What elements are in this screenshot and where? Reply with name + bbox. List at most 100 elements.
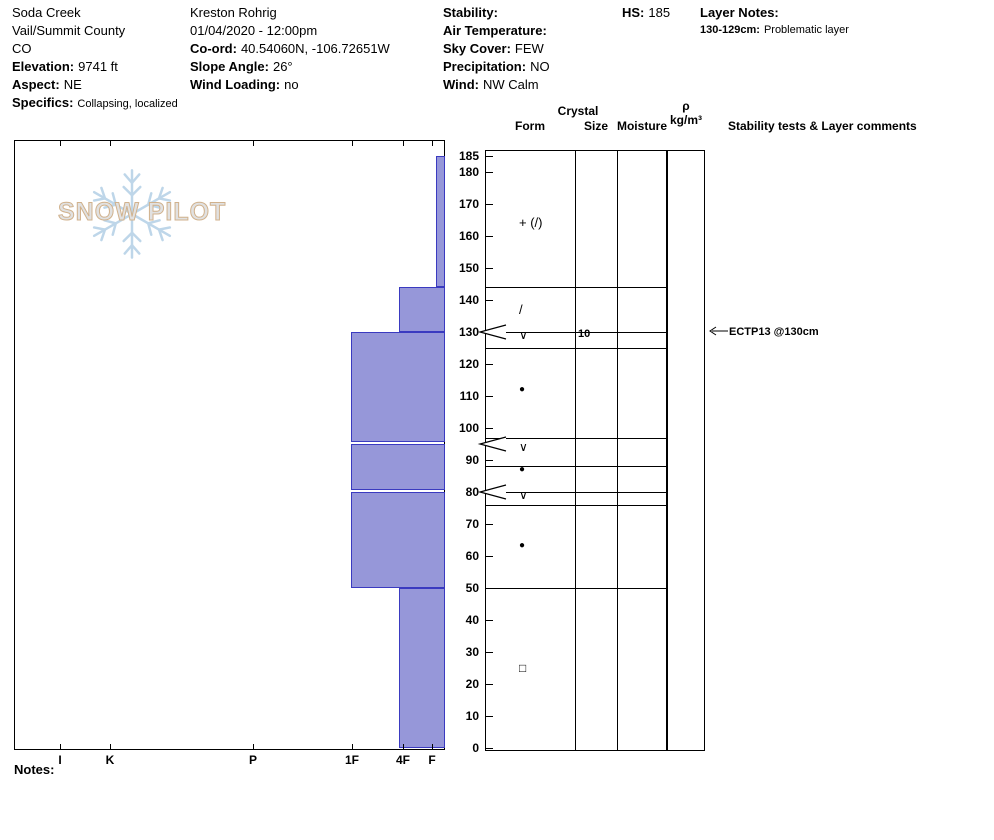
precipitation-line: Precipitation: NO bbox=[443, 59, 550, 74]
depth-label: 140 bbox=[458, 293, 479, 307]
depth-tick bbox=[486, 684, 493, 685]
depth-label: 20 bbox=[465, 677, 479, 691]
hardness-tick-top bbox=[403, 141, 404, 146]
precipitation-label: Precipitation: bbox=[443, 59, 527, 74]
moisture-column-divider bbox=[617, 150, 618, 750]
depth-tick bbox=[486, 300, 493, 301]
moisture-header: Moisture bbox=[616, 119, 667, 133]
depth-tick bbox=[486, 652, 493, 653]
grain-form-symbol: ● bbox=[519, 463, 526, 475]
hardness-tick-top bbox=[352, 141, 353, 146]
aspect-line: Aspect: NE bbox=[12, 77, 82, 92]
hs-value: 185 bbox=[648, 5, 671, 20]
depth-label: 70 bbox=[465, 517, 479, 531]
sky-cover-line: Sky Cover: FEW bbox=[443, 41, 544, 56]
hardness-bar bbox=[351, 332, 445, 443]
layer-boundary-line bbox=[485, 588, 667, 589]
slope-angle-label: Slope Angle: bbox=[190, 59, 269, 74]
left-arrow-icon bbox=[709, 326, 728, 336]
flagged-layer-marker bbox=[477, 324, 507, 340]
hardness-tick-bottom bbox=[60, 744, 61, 749]
layer-boundary-line bbox=[485, 287, 667, 289]
grain-form-symbol: ∨ bbox=[519, 328, 528, 343]
hs-line: HS: 185 bbox=[622, 5, 670, 20]
grain-form-symbol: ∨ bbox=[519, 440, 528, 455]
hardness-tick-bottom bbox=[110, 744, 111, 749]
depth-label: 185 bbox=[458, 149, 479, 163]
depth-label: 100 bbox=[458, 421, 479, 435]
grain-form-symbol: ∨ bbox=[519, 488, 528, 503]
wind-label: Wind: bbox=[443, 77, 479, 92]
air-temp-line: Air Temperature: bbox=[443, 23, 551, 38]
wind-line: Wind: NW Calm bbox=[443, 77, 539, 92]
crystal-grid bbox=[485, 150, 667, 751]
elevation-label: Elevation: bbox=[12, 59, 75, 74]
depth-label: 0 bbox=[472, 741, 479, 755]
grain-size-value: 10 bbox=[578, 328, 591, 341]
depth-label: 150 bbox=[458, 261, 479, 275]
air-temp-label: Air Temperature: bbox=[443, 23, 547, 38]
specifics-label: Specifics: bbox=[12, 95, 74, 110]
depth-label: 50 bbox=[465, 581, 479, 595]
layer-boundary-line bbox=[485, 348, 667, 349]
depth-tick bbox=[486, 172, 493, 173]
hs-label: HS: bbox=[622, 5, 645, 20]
depth-tick bbox=[486, 556, 493, 557]
depth-label: 180 bbox=[458, 165, 479, 179]
wind-loading-value: no bbox=[284, 77, 299, 92]
depth-label: 170 bbox=[458, 197, 479, 211]
elevation-line: Elevation: 9741 ft bbox=[12, 59, 118, 74]
specifics-value: Collapsing, localized bbox=[77, 98, 178, 110]
grain-form-symbol: ● bbox=[519, 383, 526, 395]
hardness-tick-bottom bbox=[432, 744, 433, 749]
size-header: Size bbox=[583, 119, 608, 133]
aspect-label: Aspect: bbox=[12, 77, 60, 92]
depth-label: 80 bbox=[465, 485, 479, 499]
hardness-tick-top bbox=[60, 141, 61, 146]
hardness-tick-top bbox=[253, 141, 254, 146]
slope-angle-line: Slope Angle: 26° bbox=[190, 59, 293, 74]
notes-label: Notes: bbox=[14, 762, 55, 777]
coord-label: Co-ord: bbox=[190, 41, 237, 56]
hardness-tick-bottom bbox=[253, 744, 254, 749]
depth-tick bbox=[486, 524, 493, 525]
sky-cover-value: FEW bbox=[514, 41, 544, 56]
layer-note-range: 130-129cm: bbox=[700, 24, 760, 36]
depth-tick bbox=[486, 204, 493, 205]
stability-tests-header: Stability tests & Layer comments bbox=[728, 119, 917, 133]
observation-datetime: 01/04/2020 - 12:00pm bbox=[190, 23, 318, 38]
layer-boundary-line bbox=[485, 437, 667, 439]
stability-label: Stability: bbox=[443, 5, 498, 20]
layer-note-entry: 130-129cm: Problematic layer bbox=[700, 24, 849, 36]
density-units-header: kg/m³ bbox=[669, 113, 702, 127]
depth-tick bbox=[486, 748, 493, 749]
layer-notes-title: Layer Notes: bbox=[700, 5, 779, 20]
hardness-bar bbox=[436, 156, 445, 288]
layer-boundary-line bbox=[485, 504, 667, 506]
snowpilot-logo: SNOW PILOT bbox=[57, 162, 228, 272]
slope-angle-value: 26° bbox=[272, 59, 293, 74]
grain-form-symbol: □ bbox=[519, 661, 527, 675]
hardness-bar bbox=[351, 444, 445, 491]
depth-tick bbox=[486, 716, 493, 717]
depth-label: 90 bbox=[465, 453, 479, 467]
depth-label: 110 bbox=[459, 389, 479, 403]
depth-tick bbox=[486, 364, 493, 365]
site-name: Soda Creek bbox=[12, 5, 81, 20]
hardness-bar bbox=[351, 492, 445, 588]
depth-tick bbox=[486, 268, 493, 269]
flagged-layer-marker bbox=[477, 436, 507, 452]
flagged-layer-marker bbox=[477, 484, 507, 500]
hardness-tick-bottom bbox=[403, 744, 404, 749]
depth-tick bbox=[486, 236, 493, 237]
elevation-value: 9741 ft bbox=[78, 59, 118, 74]
hardness-tick-top bbox=[110, 141, 111, 146]
depth-label: 120 bbox=[458, 357, 479, 371]
layer-note-text: Problematic layer bbox=[763, 24, 849, 36]
aspect-value: NE bbox=[63, 77, 82, 92]
site-state: CO bbox=[12, 41, 32, 56]
layer-boundary-line bbox=[485, 492, 667, 493]
depth-label: 40 bbox=[465, 613, 479, 627]
depth-tick bbox=[486, 428, 493, 429]
